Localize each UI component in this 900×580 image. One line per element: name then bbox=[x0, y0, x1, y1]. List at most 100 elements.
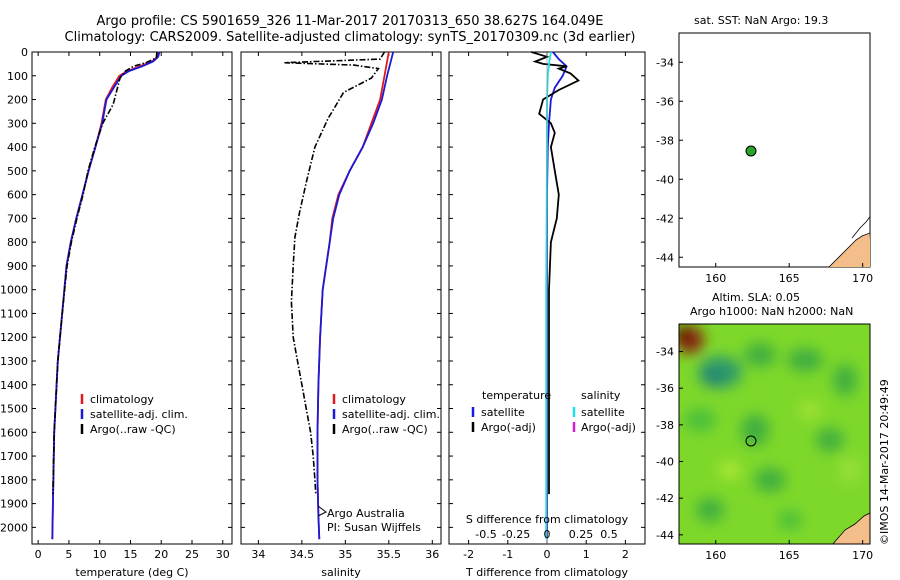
annotation-text: PI: Susan Wijffels bbox=[327, 521, 421, 534]
map-y-tick-label: -44 bbox=[656, 529, 674, 542]
y-tick-label: 200 bbox=[7, 94, 28, 107]
top-x-tick-label: 0.25 bbox=[569, 528, 594, 541]
x-axis-label: T difference from climatology bbox=[465, 566, 628, 579]
map-y-tick-label: -38 bbox=[656, 419, 674, 432]
top-x-axis-label: S difference from climatology bbox=[466, 513, 629, 526]
map-y-tick-label: -40 bbox=[656, 456, 674, 469]
y-tick-label: 900 bbox=[7, 260, 28, 273]
map-y-tick-label: -42 bbox=[656, 212, 674, 225]
x-tick-label: 35.5 bbox=[377, 548, 402, 561]
land-nz bbox=[828, 232, 870, 267]
float-marker bbox=[745, 145, 757, 157]
series-line-3 bbox=[52, 51, 158, 495]
annotation-pointer bbox=[317, 505, 327, 517]
top-x-tick-label: -0.5 bbox=[475, 528, 496, 541]
top-x-tick-label: 0.5 bbox=[600, 528, 618, 541]
x-tick-label: 30 bbox=[216, 548, 230, 561]
y-tick-label: 1000 bbox=[0, 284, 28, 297]
x-axis-label: salinity bbox=[321, 566, 361, 579]
map-x-tick-label: 165 bbox=[779, 272, 800, 285]
map-x-tick-label: 165 bbox=[779, 549, 800, 562]
series-line-1 bbox=[51, 51, 160, 540]
y-tick-label: 700 bbox=[7, 212, 28, 225]
y-tick-label: 800 bbox=[7, 236, 28, 249]
x-tick-label: 5 bbox=[65, 548, 72, 561]
x-tick-label: 34.5 bbox=[290, 548, 315, 561]
y-tick-label: 1500 bbox=[0, 403, 28, 416]
series-line-1 bbox=[316, 51, 390, 540]
y-tick-label: 500 bbox=[7, 165, 28, 178]
map-x-tick-label: 160 bbox=[705, 549, 726, 562]
x-tick-label: 0 bbox=[35, 548, 42, 561]
legend-group-title: salinity bbox=[581, 389, 621, 402]
map-y-tick-label: -34 bbox=[656, 346, 674, 359]
map-y-tick-label: -36 bbox=[656, 382, 674, 395]
x-tick-label: 25 bbox=[185, 548, 199, 561]
y-tick-label: 400 bbox=[7, 141, 28, 154]
y-tick-label: 1800 bbox=[0, 474, 28, 487]
x-tick-label: 35 bbox=[338, 548, 352, 561]
coastline bbox=[851, 215, 870, 239]
legend-label: Argo(-adj) bbox=[481, 421, 536, 434]
map-y-tick-label: -36 bbox=[656, 95, 674, 108]
y-tick-label: 300 bbox=[7, 117, 28, 130]
y-tick-label: 1600 bbox=[0, 426, 28, 439]
y-tick-label: 0 bbox=[21, 46, 28, 59]
map-y-tick-label: -34 bbox=[656, 56, 674, 69]
y-tick-label: 1300 bbox=[0, 355, 28, 368]
x-tick-label: 1 bbox=[583, 548, 590, 561]
map-y-tick-label: -40 bbox=[656, 173, 674, 186]
figure-title-line2: Climatology: CARS2009. Satellite-adjuste… bbox=[64, 30, 636, 45]
series-line-1 bbox=[546, 51, 568, 540]
y-tick-label: 600 bbox=[7, 189, 28, 202]
map-y-tick-label: -42 bbox=[656, 492, 674, 505]
sst-map bbox=[678, 32, 871, 268]
x-tick-label: 2 bbox=[622, 548, 629, 561]
map-bottom-title1: Altim. SLA: 0.05 bbox=[712, 291, 801, 304]
y-tick-label: 1400 bbox=[0, 379, 28, 392]
x-tick-label: 10 bbox=[93, 548, 107, 561]
map-y-tick-label: -38 bbox=[656, 134, 674, 147]
x-tick-label: 20 bbox=[154, 548, 168, 561]
y-tick-label: 2000 bbox=[0, 521, 28, 534]
map-y-tick-label: -44 bbox=[656, 251, 674, 264]
y-tick-label: 100 bbox=[7, 70, 28, 83]
salinity-axes bbox=[240, 51, 442, 545]
top-x-tick-label: 0 bbox=[544, 528, 551, 541]
float-marker-bottom bbox=[745, 435, 757, 447]
x-tick-label: -2 bbox=[463, 548, 474, 561]
x-tick-label: 15 bbox=[123, 548, 137, 561]
land-nz-bottom bbox=[832, 512, 870, 544]
legend-label: climatology bbox=[342, 393, 406, 406]
series-line-2 bbox=[51, 51, 161, 540]
map-x-tick-label: 160 bbox=[705, 272, 726, 285]
x-tick-label: 36 bbox=[425, 548, 439, 561]
legend-label: Argo(-adj) bbox=[581, 421, 636, 434]
y-tick-label: 1100 bbox=[0, 307, 28, 320]
legend-label: climatology bbox=[90, 393, 154, 406]
figure-title-line1: Argo profile: CS 5901659_326 11-Mar-2017… bbox=[96, 14, 604, 29]
map-x-tick-label: 170 bbox=[852, 272, 873, 285]
legend-label: satellite bbox=[581, 406, 625, 419]
y-tick-label: 1900 bbox=[0, 498, 28, 511]
map-x-tick-label: 170 bbox=[852, 549, 873, 562]
legend-label: satellite-adj. clim. bbox=[342, 408, 440, 421]
series-line-3 bbox=[284, 51, 386, 495]
y-tick-label: 1200 bbox=[0, 331, 28, 344]
legend-label: Argo(..raw -QC) bbox=[342, 423, 428, 436]
series-line-2 bbox=[531, 51, 580, 495]
x-axis-label: temperature (deg C) bbox=[75, 566, 188, 579]
series-line-2 bbox=[316, 51, 395, 540]
legend-group-title: temperature bbox=[482, 389, 551, 402]
legend-label: satellite bbox=[481, 406, 525, 419]
y-tick-label: 1700 bbox=[0, 450, 28, 463]
legend-label: Argo(..raw -QC) bbox=[90, 423, 176, 436]
temperature-axes bbox=[31, 51, 233, 545]
annotation-text: Argo Australia bbox=[327, 507, 405, 520]
x-tick-label: 0 bbox=[544, 548, 551, 561]
top-x-tick-label: -0.25 bbox=[502, 528, 530, 541]
map-top-title: sat. SST: NaN Argo: 19.3 bbox=[694, 14, 829, 27]
sla-map bbox=[678, 323, 871, 545]
legend-label: satellite-adj. clim. bbox=[90, 408, 188, 421]
